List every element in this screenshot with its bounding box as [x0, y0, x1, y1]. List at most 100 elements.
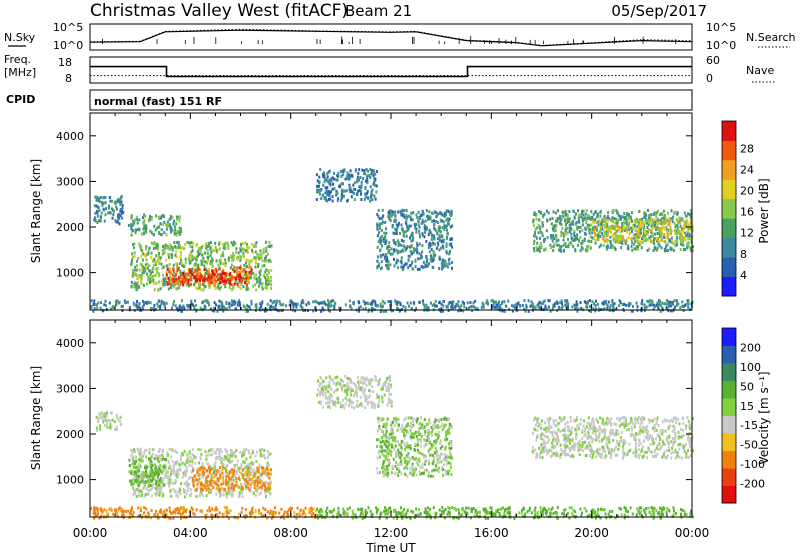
- range-cell: [248, 478, 251, 482]
- range-cell: [119, 198, 122, 202]
- range-cell: [337, 171, 340, 175]
- range-cell: [630, 226, 632, 230]
- range-cell: [406, 245, 409, 249]
- range-cell: [555, 224, 558, 228]
- range-cell: [352, 301, 355, 305]
- range-cell: [671, 301, 674, 305]
- range-cell: [423, 224, 426, 228]
- range-cell: [671, 309, 674, 313]
- range-cell: [153, 288, 156, 292]
- range-cell: [243, 255, 246, 259]
- range-cell: [370, 198, 373, 202]
- range-cell: [224, 258, 227, 262]
- range-cell: [113, 209, 115, 213]
- range-cell: [207, 282, 210, 286]
- range-cell: [438, 228, 440, 232]
- range-cell: [597, 223, 600, 227]
- range-cell: [577, 307, 580, 311]
- range-cell: [341, 398, 344, 402]
- range-cell: [366, 190, 369, 194]
- range-cell: [176, 267, 179, 271]
- range-cell: [579, 236, 582, 239]
- range-cell: [394, 232, 397, 236]
- range-cell: [176, 281, 179, 284]
- range-cell: [322, 183, 325, 187]
- range-cell: [161, 449, 164, 453]
- range-cell: [535, 236, 538, 240]
- range-cell: [229, 272, 232, 276]
- range-cell: [553, 237, 556, 240]
- range-cell: [650, 299, 653, 303]
- range-cell: [670, 309, 672, 313]
- range-cell: [141, 267, 144, 271]
- range-cell: [385, 231, 388, 235]
- range-cell: [411, 261, 413, 265]
- range-cell: [585, 209, 588, 213]
- range-cell: [182, 283, 185, 287]
- range-cell: [599, 214, 602, 218]
- range-cell: [435, 229, 438, 233]
- range-cell: [211, 269, 214, 273]
- range-cell: [231, 268, 234, 272]
- range-cell: [661, 219, 664, 222]
- range-cell: [242, 269, 245, 273]
- range-cell: [663, 236, 666, 239]
- range-cell: [386, 257, 389, 261]
- range-cell: [193, 256, 196, 260]
- range-cell: [392, 239, 395, 243]
- range-cell: [538, 246, 541, 250]
- range-cell: [333, 305, 335, 308]
- range-cell: [551, 239, 554, 243]
- range-cell: [138, 268, 141, 272]
- range-cell: [402, 304, 405, 308]
- range-cell: [189, 455, 192, 459]
- range-cell: [219, 455, 222, 459]
- range-cell: [418, 252, 421, 256]
- range-cell: [301, 299, 304, 303]
- range-cell: [408, 224, 411, 228]
- range-cell: [634, 226, 637, 230]
- range-cell: [368, 174, 371, 178]
- range-cell: [232, 469, 235, 473]
- range-cell: [169, 227, 172, 231]
- range-cell: [405, 218, 408, 222]
- range-cell: [267, 464, 270, 468]
- range-cell: [548, 299, 551, 303]
- range-cell: [613, 235, 616, 239]
- range-cell: [159, 467, 162, 471]
- range-cell: [214, 282, 217, 286]
- range-cell: [142, 307, 145, 311]
- range-cell: [184, 469, 186, 473]
- range-cell: [317, 190, 320, 194]
- range-cell: [544, 307, 546, 311]
- range-cell: [547, 299, 550, 303]
- range-cell: [690, 212, 693, 216]
- range-cell: [184, 463, 187, 467]
- range-cell: [426, 264, 429, 268]
- range-cell: [259, 273, 262, 277]
- range-cell: [210, 449, 213, 453]
- range-cell: [595, 299, 597, 303]
- range-cell: [135, 495, 138, 498]
- range-cell: [669, 304, 672, 308]
- range-cell: [525, 303, 528, 307]
- range-cell: [168, 217, 171, 221]
- range-cell: [269, 276, 272, 279]
- range-cell: [172, 468, 175, 472]
- range-cell: [363, 172, 365, 176]
- range-cell: [255, 471, 258, 475]
- range-cell: [96, 306, 99, 310]
- range-cell: [227, 258, 230, 262]
- range-cell: [576, 309, 579, 313]
- range-cell: [102, 415, 105, 419]
- range-cell: [179, 250, 182, 254]
- range-cell: [170, 494, 173, 498]
- range-cell: [371, 193, 374, 197]
- range-cell: [240, 280, 243, 284]
- range-cell: [250, 462, 253, 465]
- range-cell: [406, 225, 409, 229]
- range-cell: [136, 280, 139, 284]
- range-cell: [348, 183, 351, 187]
- range-cell: [533, 249, 536, 253]
- range-cell: [169, 489, 172, 493]
